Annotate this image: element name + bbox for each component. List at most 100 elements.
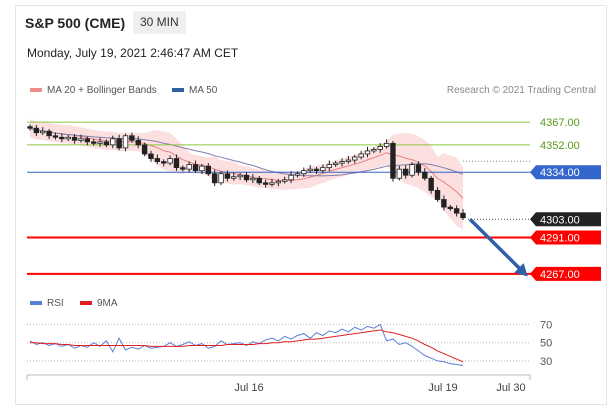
candle-down xyxy=(27,126,33,129)
last-price-label: 4303.00 xyxy=(540,214,580,226)
candle-up xyxy=(307,168,313,172)
candle-up xyxy=(326,164,332,169)
legend-9ma-label: 9MA xyxy=(97,298,118,309)
candle-down xyxy=(224,173,231,179)
candle-down xyxy=(422,171,428,179)
x-tick-label: Jul 30 xyxy=(496,382,525,394)
candle-down xyxy=(447,206,453,210)
candle-down xyxy=(116,138,122,149)
chart-frame xyxy=(15,5,607,405)
candle-down xyxy=(205,165,211,175)
candle-up xyxy=(282,179,288,182)
support-label: 4267.00 xyxy=(540,269,580,281)
candle-down xyxy=(141,144,148,155)
candle-up xyxy=(377,145,383,150)
candle-down xyxy=(441,199,447,208)
legend-rsi-label: RSI xyxy=(47,298,64,309)
candle-up xyxy=(231,176,237,179)
candle-down xyxy=(90,141,97,144)
rsi-tick-label: 30 xyxy=(540,356,552,368)
candle-up xyxy=(396,168,403,179)
legend-ma50-swatch xyxy=(172,88,184,93)
rsi-line xyxy=(29,323,464,366)
candle-down xyxy=(313,168,320,172)
resistance-label: 4367.00 xyxy=(540,117,580,129)
candle-down xyxy=(59,136,65,140)
resistance-label: 4352.00 xyxy=(540,140,580,152)
legend-ma50-label: MA 50 xyxy=(189,85,218,96)
candle-up xyxy=(186,164,192,170)
candle-down xyxy=(33,127,40,134)
candle-up xyxy=(275,180,282,184)
candle-up xyxy=(383,142,390,147)
candle-up xyxy=(358,153,364,158)
support-tag xyxy=(530,266,601,281)
legend-ma50: MA 50 xyxy=(172,85,217,96)
candle-down xyxy=(415,164,422,173)
legend-9ma-swatch xyxy=(80,301,92,306)
legend-rsi: RSI xyxy=(30,298,64,309)
candle-down xyxy=(453,208,460,214)
candle-down xyxy=(180,167,186,170)
last-price-tag xyxy=(530,212,601,227)
candle-up xyxy=(199,165,205,172)
chart-title: S&P 500 (CME) xyxy=(25,15,126,31)
projection-arrow xyxy=(468,218,524,273)
candle-down xyxy=(243,174,250,181)
candle-up xyxy=(332,162,339,166)
rsi-tick-label: 70 xyxy=(540,320,552,332)
candle-up xyxy=(294,173,301,176)
candle-down xyxy=(148,153,154,159)
candle-up xyxy=(301,170,307,175)
candle-up xyxy=(65,136,71,140)
projection-arrow-head xyxy=(514,263,528,277)
candle-up xyxy=(237,174,243,178)
candle-up xyxy=(218,173,224,184)
candle-down xyxy=(135,139,141,146)
candle-down xyxy=(256,177,262,184)
x-tick-label: Jul 16 xyxy=(234,382,263,394)
pivot-tag xyxy=(530,165,601,180)
legend-ma20-swatch xyxy=(30,88,42,93)
candle-down xyxy=(192,164,199,172)
candle-up xyxy=(364,150,371,155)
x-tick-label: Jul 19 xyxy=(428,382,457,394)
candle-down xyxy=(434,190,441,200)
candle-down xyxy=(103,141,110,146)
pivot-label: 4334.00 xyxy=(540,167,580,179)
candle-down xyxy=(161,161,167,164)
credit-text: Research © 2021 Trading Central xyxy=(446,85,596,96)
candle-down xyxy=(460,212,466,219)
candle-up xyxy=(97,141,103,144)
support-label: 4291.00 xyxy=(540,232,580,244)
candle-up xyxy=(40,130,46,134)
candle-up xyxy=(122,135,129,149)
candle-up xyxy=(339,161,345,164)
interval-button[interactable]: 30 MIN xyxy=(133,11,186,34)
candle-up xyxy=(320,167,326,172)
legend-ma20-label: MA 20 + Bollinger Bands xyxy=(47,85,157,96)
candle-up xyxy=(409,164,415,176)
rsi-9ma-line xyxy=(30,329,464,363)
candle-down xyxy=(46,130,52,137)
candle-down xyxy=(52,135,59,138)
timestamp: Monday, July 19, 2021 2:46:47 AM CET xyxy=(27,46,239,60)
legend-ma20: MA 20 + Bollinger Bands xyxy=(30,85,157,96)
candle-up xyxy=(352,156,358,161)
legend-9ma: 9MA xyxy=(80,298,118,309)
candle-up xyxy=(78,138,84,141)
candle-up xyxy=(371,149,377,152)
candle-down xyxy=(390,142,396,179)
legend-rsi-swatch xyxy=(30,301,42,306)
candle-down xyxy=(129,135,135,141)
candle-up xyxy=(288,174,294,181)
candle-down xyxy=(154,158,161,162)
candle-up xyxy=(167,158,173,164)
candle-up xyxy=(345,159,352,162)
candle-down xyxy=(428,177,434,191)
candle-up xyxy=(269,182,275,185)
candle-down xyxy=(402,168,409,176)
support-tag xyxy=(530,230,601,245)
candle-down xyxy=(173,158,180,169)
